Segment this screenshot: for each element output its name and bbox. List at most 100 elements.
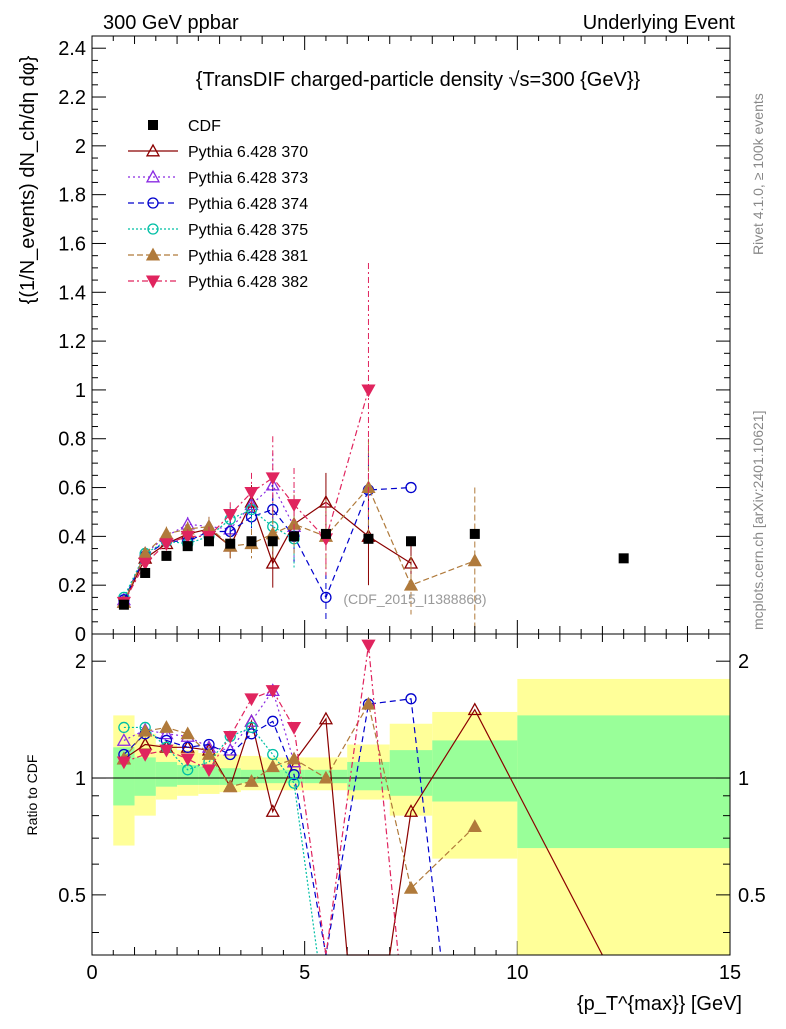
data-point xyxy=(320,591,332,604)
legend-label: Pythia 6.428 374 xyxy=(188,196,308,213)
series-6 xyxy=(116,262,376,610)
ratio-y-axis-label: Ratio to CDF xyxy=(24,755,40,836)
data-point xyxy=(405,693,417,705)
legend-entry: Pythia 6.428 375 xyxy=(128,222,308,239)
data-point xyxy=(289,531,300,542)
main-panel: 0 5 10 15 0 0.2 0.4 0.6 0.8 1 1.2 1.4 1.6 1.8 2 2.2 2.4 xyxy=(58,35,741,984)
data-point xyxy=(159,538,174,552)
series-line xyxy=(123,389,370,603)
data-point xyxy=(265,555,280,569)
ratio-y-tick-label-right: 0.5 xyxy=(738,885,766,907)
data-point xyxy=(201,764,217,778)
x-tick-label: 15 xyxy=(719,962,741,984)
data-point xyxy=(118,599,129,610)
data-point xyxy=(138,749,153,762)
data-point xyxy=(147,223,159,235)
data-point xyxy=(138,557,153,571)
ratio-y-tick-label: 1 xyxy=(75,768,86,790)
y-tick-label: 0 xyxy=(75,624,86,646)
data-point xyxy=(318,711,334,725)
legend-entry: Pythia 6.428 381 xyxy=(128,247,308,265)
data-point xyxy=(361,696,376,710)
data-point xyxy=(148,120,158,130)
ratio-series-line xyxy=(123,726,319,956)
data-point xyxy=(182,541,193,552)
data-point xyxy=(180,753,195,767)
ratio-series-line xyxy=(123,645,399,956)
data-point xyxy=(265,804,280,817)
header-left: 300 GeV ppbar xyxy=(103,12,239,34)
x-tick-label: 0 xyxy=(86,962,97,984)
data-point xyxy=(145,275,161,289)
legend-label: Pythia 6.428 375 xyxy=(188,222,308,239)
data-point xyxy=(467,819,482,832)
y-axis-label: {(1/N_events) dN_ch/dη dφ} xyxy=(17,55,39,304)
data-point xyxy=(361,639,376,653)
ratio-band-green xyxy=(219,768,241,785)
series-cdf xyxy=(118,528,629,610)
legend-label: Pythia 6.428 373 xyxy=(188,170,308,187)
ratio-series-line xyxy=(123,698,442,956)
ratio-band-green xyxy=(432,740,518,802)
legend-label: Pythia 6.428 382 xyxy=(188,274,308,291)
data-point xyxy=(246,536,257,547)
data-point xyxy=(467,553,482,567)
data-point xyxy=(138,723,153,737)
data-point xyxy=(203,536,214,547)
y-tick-label: 0.4 xyxy=(58,526,86,548)
data-point xyxy=(147,197,159,209)
data-point xyxy=(159,720,174,733)
ratio-band-green xyxy=(155,761,178,787)
data-point xyxy=(244,693,259,707)
y-tick-label: 2.4 xyxy=(58,38,86,60)
data-point xyxy=(116,756,132,770)
data-point xyxy=(403,804,419,817)
data-point xyxy=(286,721,302,735)
data-point xyxy=(118,721,130,734)
data-point xyxy=(406,536,416,547)
y-tick-label: 2.2 xyxy=(58,87,86,109)
rivet-label: Rivet 4.1.0, ≥ 100k events xyxy=(750,93,766,255)
ratio-band-green xyxy=(347,761,390,791)
data-point xyxy=(244,486,259,500)
legend-entry: Pythia 6.428 370 xyxy=(128,143,308,161)
ratio-y-tick-label: 0.5 xyxy=(58,885,86,907)
data-point xyxy=(469,528,480,539)
data-point xyxy=(145,247,161,261)
data-point xyxy=(145,143,161,157)
ratio-panel: 0.5 0.5 1 1 2 2 xyxy=(58,633,766,956)
series-line xyxy=(123,484,295,601)
data-point xyxy=(320,528,331,539)
chart-title: {TransDIF charged-particle density √s=30… xyxy=(196,69,641,91)
data-point xyxy=(180,530,195,544)
legend-entry: Pythia 6.428 374 xyxy=(128,196,308,213)
data-point xyxy=(265,759,280,773)
data-point xyxy=(361,384,376,398)
data-point xyxy=(180,726,195,740)
y-tick-label: 2 xyxy=(75,136,86,158)
legend-entry: Pythia 6.428 373 xyxy=(128,169,308,187)
legend-entry: CDF xyxy=(148,118,221,135)
data-point xyxy=(159,726,174,740)
data-point xyxy=(245,721,258,734)
x-axis-label: {p_T^{max}} [GeV] xyxy=(577,993,742,1015)
ratio-series-5 xyxy=(116,696,482,894)
ratio-y-tick-label-right: 2 xyxy=(738,651,749,673)
y-tick-label: 1.2 xyxy=(58,331,86,353)
data-point xyxy=(467,702,482,716)
y-tick-label: 0.8 xyxy=(58,429,86,451)
series-line xyxy=(123,486,476,603)
analysis-tag: (CDF_2015_I1388868) xyxy=(343,591,486,607)
data-point xyxy=(244,774,259,787)
data-point xyxy=(403,880,419,894)
data-point xyxy=(405,481,417,494)
x-tick-label: 10 xyxy=(506,962,528,984)
data-point xyxy=(225,538,236,549)
legend: CDF Pythia 6.428 370 Pythia 6.428 373 Pythi… xyxy=(128,118,308,291)
data-point xyxy=(223,508,238,522)
data-point xyxy=(140,567,151,578)
ratio-band-green xyxy=(517,715,730,849)
y-tick-label: 1.6 xyxy=(58,233,86,255)
